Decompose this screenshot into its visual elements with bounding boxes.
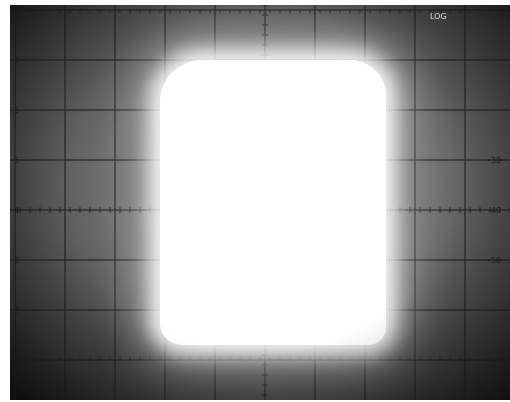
right-label-minus-40: -40 bbox=[488, 206, 502, 215]
right-label-minus-30: -30 bbox=[488, 156, 502, 165]
left-label-7: 7 bbox=[14, 56, 20, 65]
log-label: LOG bbox=[430, 12, 447, 21]
left-label-4: 4 bbox=[14, 206, 20, 215]
oscilloscope-screen: 7 6 5 4 3 2 -30 -40 -50 LOG bbox=[10, 5, 510, 400]
left-label-6: 6 bbox=[14, 106, 20, 115]
left-label-5: 5 bbox=[14, 156, 20, 165]
left-label-2: 2 bbox=[14, 306, 20, 315]
left-label-3: 3 bbox=[14, 256, 20, 265]
signal-trace-glow bbox=[160, 60, 386, 345]
right-label-minus-50: -50 bbox=[488, 256, 502, 265]
